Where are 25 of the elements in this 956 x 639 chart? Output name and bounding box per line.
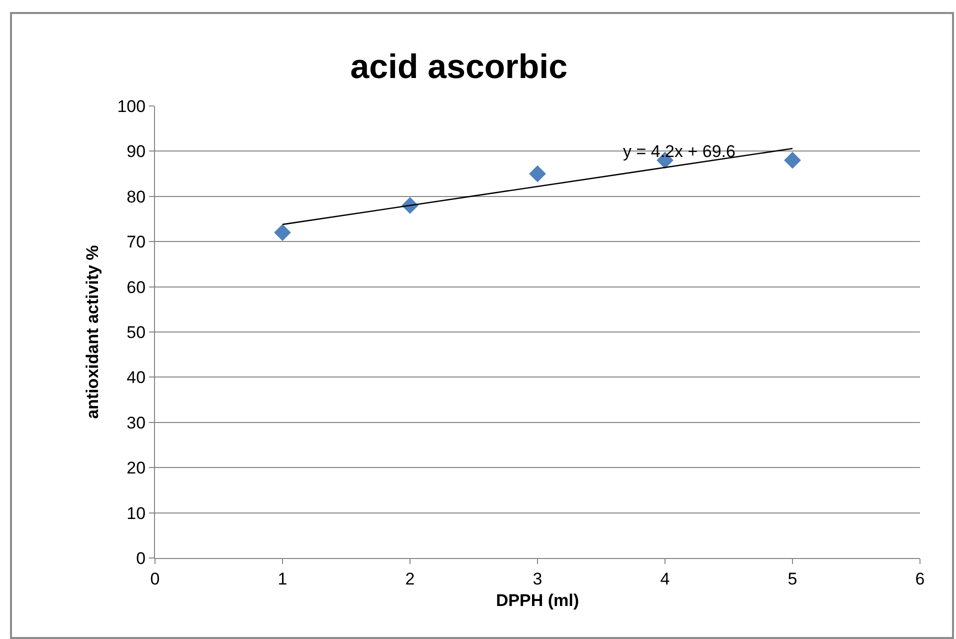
x-tick-label: 2 [405, 569, 415, 588]
chart-title: acid ascorbic [350, 48, 568, 86]
x-tick-label: 0 [150, 569, 160, 588]
y-axis-title: antioxidant activity % [82, 245, 102, 419]
y-tick-label: 40 [126, 368, 146, 388]
y-tick-label: 60 [126, 278, 146, 297]
annotation: y = 4.2x + 69.6 [623, 142, 736, 161]
y-tick-label: 70 [126, 232, 146, 252]
x-axis-title: DPPH (ml) [496, 590, 580, 610]
y-tick-label: 80 [126, 187, 146, 206]
y-tick-label: 30 [126, 413, 146, 432]
x-tick-label: 4 [660, 569, 670, 588]
y-tick-label: 90 [126, 142, 146, 162]
x-tick-label: 5 [788, 569, 798, 588]
y-tick-label: 20 [126, 458, 146, 478]
y-tick-label: 50 [126, 322, 146, 342]
y-tick-label: 10 [126, 504, 146, 523]
y-tick-label: 0 [136, 548, 146, 568]
y-tick-label: 100 [117, 96, 146, 116]
point [529, 165, 546, 182]
x-tick-label: 3 [532, 569, 542, 588]
x-tick-label: 6 [915, 569, 925, 588]
x-tick-label: 1 [278, 569, 288, 588]
point [274, 224, 291, 242]
point [784, 152, 801, 169]
